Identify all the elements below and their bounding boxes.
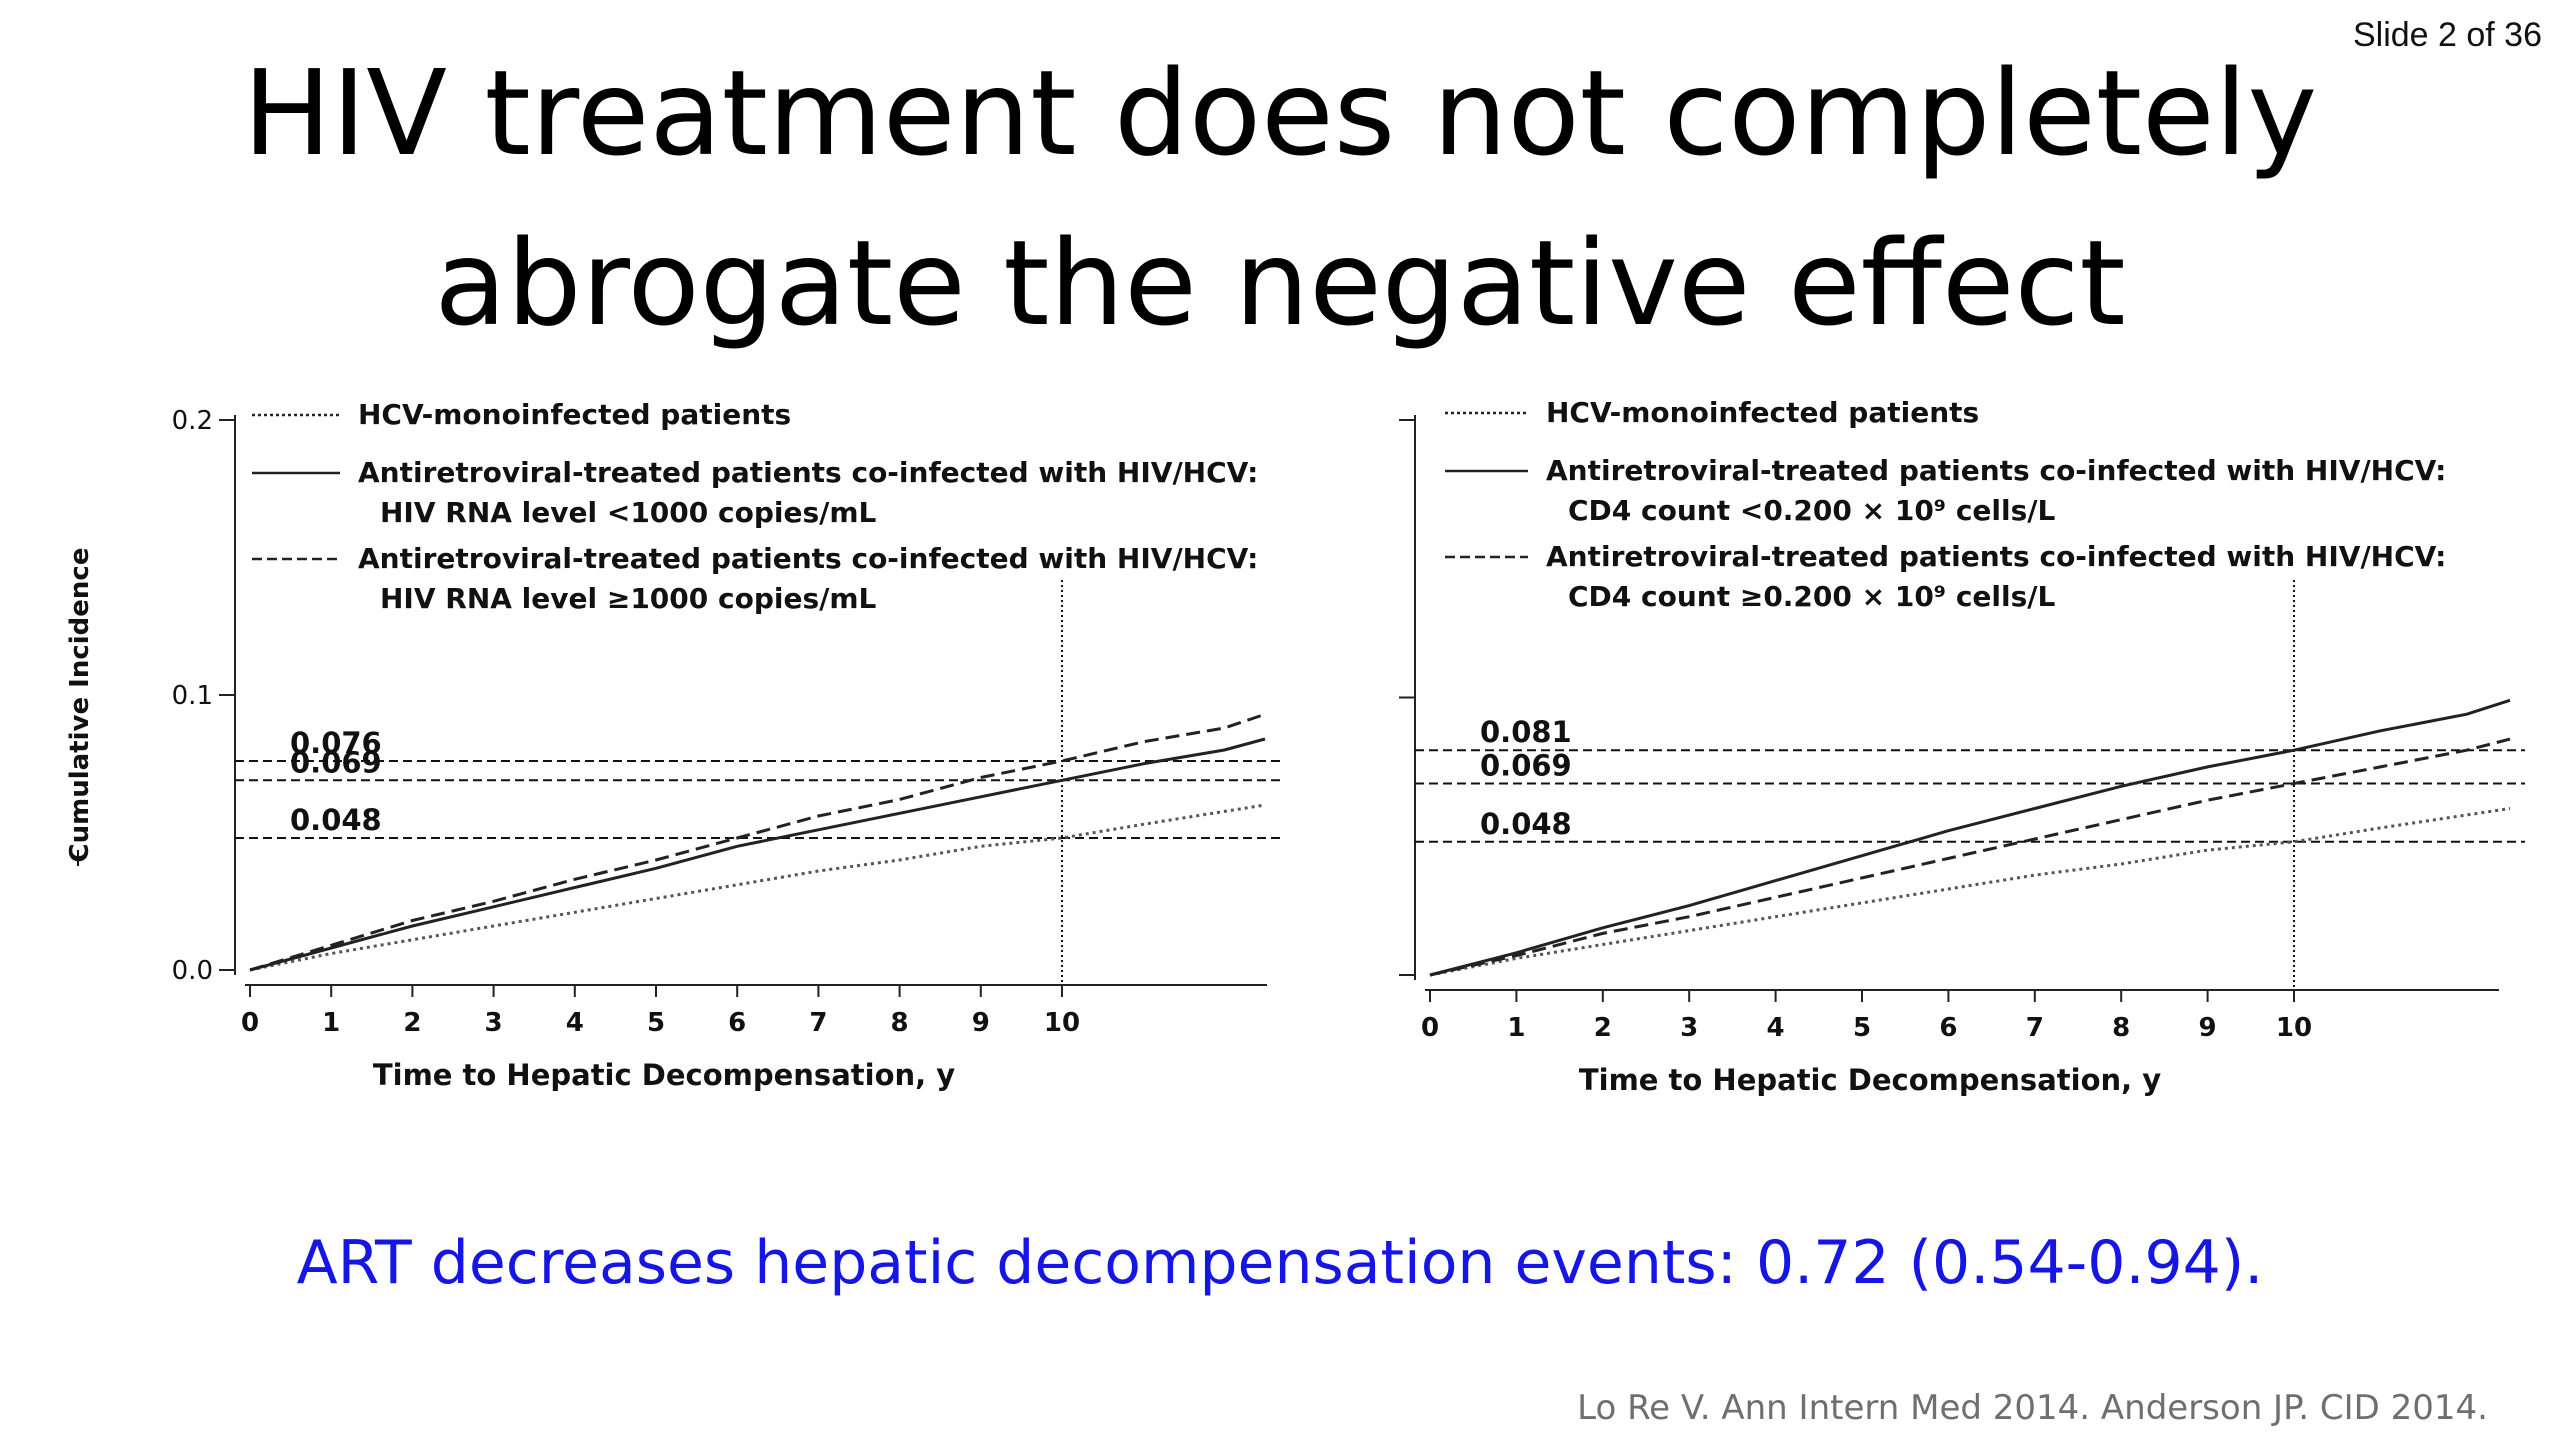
x-tick-label: 4 — [566, 1008, 584, 1038]
x-tick-label: 6 — [728, 1008, 746, 1038]
x-tick-label: 0 — [241, 1008, 259, 1038]
x-axis-label: Time to Hepatic Decompensation, y — [1579, 1063, 2161, 1097]
legend-label: Antiretroviral-treated patients co-infec… — [1546, 540, 2446, 573]
legend-label-line2: HIV RNA level ≥1000 copies/mL — [380, 582, 877, 615]
reference-value-label: 0.069 — [290, 745, 382, 779]
caption: ART decreases hepatic decompensation eve… — [296, 1228, 2264, 1298]
y-axis-label: Cumulative Incidence — [65, 548, 95, 863]
reference-value-label: 0.076 — [290, 726, 382, 760]
legend-label-line2: HIV RNA level <1000 copies/mL — [380, 496, 877, 529]
x-tick-label: 9 — [2199, 1013, 2217, 1043]
chart-right: 0 1 2 3 4 5 6 7 8 9 10 Time to Hepatic Decompensati… — [1350, 380, 2550, 1120]
x-tick-label: 3 — [485, 1008, 503, 1038]
series-line-solid — [1429, 698, 2511, 977]
reference-value-label: 0.048 — [290, 803, 382, 837]
series-line-dashed — [249, 712, 1266, 972]
slide-title: HIV treatment does not completely abroga… — [0, 28, 2560, 368]
x-tick-label: 5 — [1853, 1013, 1871, 1043]
legend-label-line2: CD4 count <0.200 × 10⁹ cells/L — [1568, 494, 2055, 527]
x-tick-label: 8 — [891, 1008, 909, 1038]
y-tick-label: 0.2 — [172, 406, 213, 436]
x-tick-label: 4 — [1767, 1013, 1785, 1043]
x-axis-label: Time to Hepatic Decompensation, y — [373, 1058, 955, 1092]
y-tick-label: 0.1 — [172, 681, 213, 711]
slide-counter: Slide 2 of 36 — [2352, 16, 2542, 54]
chart-left-svg: 0.0 0.1 0.2 0 1 2 3 4 5 6 7 8 9 10 Time to Hepatic Dec… — [65, 398, 1280, 1092]
x-tick-label: 2 — [1594, 1013, 1612, 1043]
x-tick-label: 5 — [647, 1008, 665, 1038]
x-tick-label: 6 — [1939, 1013, 1957, 1043]
legend-label: HCV-monoinfected patients — [1546, 396, 1979, 429]
series-line-dotted — [249, 803, 1266, 972]
chart-right-svg: 0 1 2 3 4 5 6 7 8 9 10 Time to Hepatic Decompensati… — [1399, 396, 2525, 1097]
citation: Lo Re V. Ann Intern Med 2014. Anderson J… — [1577, 1388, 2488, 1428]
x-tick-label: 7 — [809, 1008, 827, 1038]
legend-label-line2: CD4 count ≥0.200 × 10⁹ cells/L — [1568, 580, 2055, 613]
reference-value-label: 0.081 — [1480, 715, 1572, 749]
series-line-solid — [249, 737, 1266, 972]
series-line-dashed — [1429, 737, 2511, 977]
reference-value-label: 0.048 — [1480, 807, 1572, 841]
legend-label: Antiretroviral-treated patients co-infec… — [358, 542, 1258, 575]
x-tick-label: 9 — [972, 1008, 990, 1038]
x-tick-label: 8 — [2112, 1013, 2130, 1043]
x-tick-label: 1 — [322, 1008, 340, 1038]
x-tick-label: 1 — [1507, 1013, 1525, 1043]
series-line-dotted — [1429, 807, 2511, 977]
x-tick-label: 0 — [1421, 1013, 1439, 1043]
legend-label: HCV-monoinfected patients — [358, 398, 791, 431]
x-tick-label: 10 — [2276, 1013, 2312, 1043]
title-line-1: HIV treatment does not completely — [242, 44, 2318, 182]
reference-value-label: 0.069 — [1480, 749, 1572, 783]
chart-left: 0.0 0.1 0.2 0 1 2 3 4 5 6 7 8 9 10 Time to Hepatic Dec… — [40, 380, 1340, 1120]
legend-label: Antiretroviral-treated patients co-infec… — [358, 456, 1258, 489]
x-tick-label: 7 — [2026, 1013, 2044, 1043]
x-tick-label: 10 — [1044, 1008, 1080, 1038]
x-tick-label: 2 — [403, 1008, 421, 1038]
x-tick-label: 3 — [1680, 1013, 1698, 1043]
legend-label: Antiretroviral-treated patients co-infec… — [1546, 454, 2446, 487]
title-line-2: abrogate the negative effect — [434, 214, 2126, 352]
y-tick-label: 0.0 — [172, 956, 213, 986]
